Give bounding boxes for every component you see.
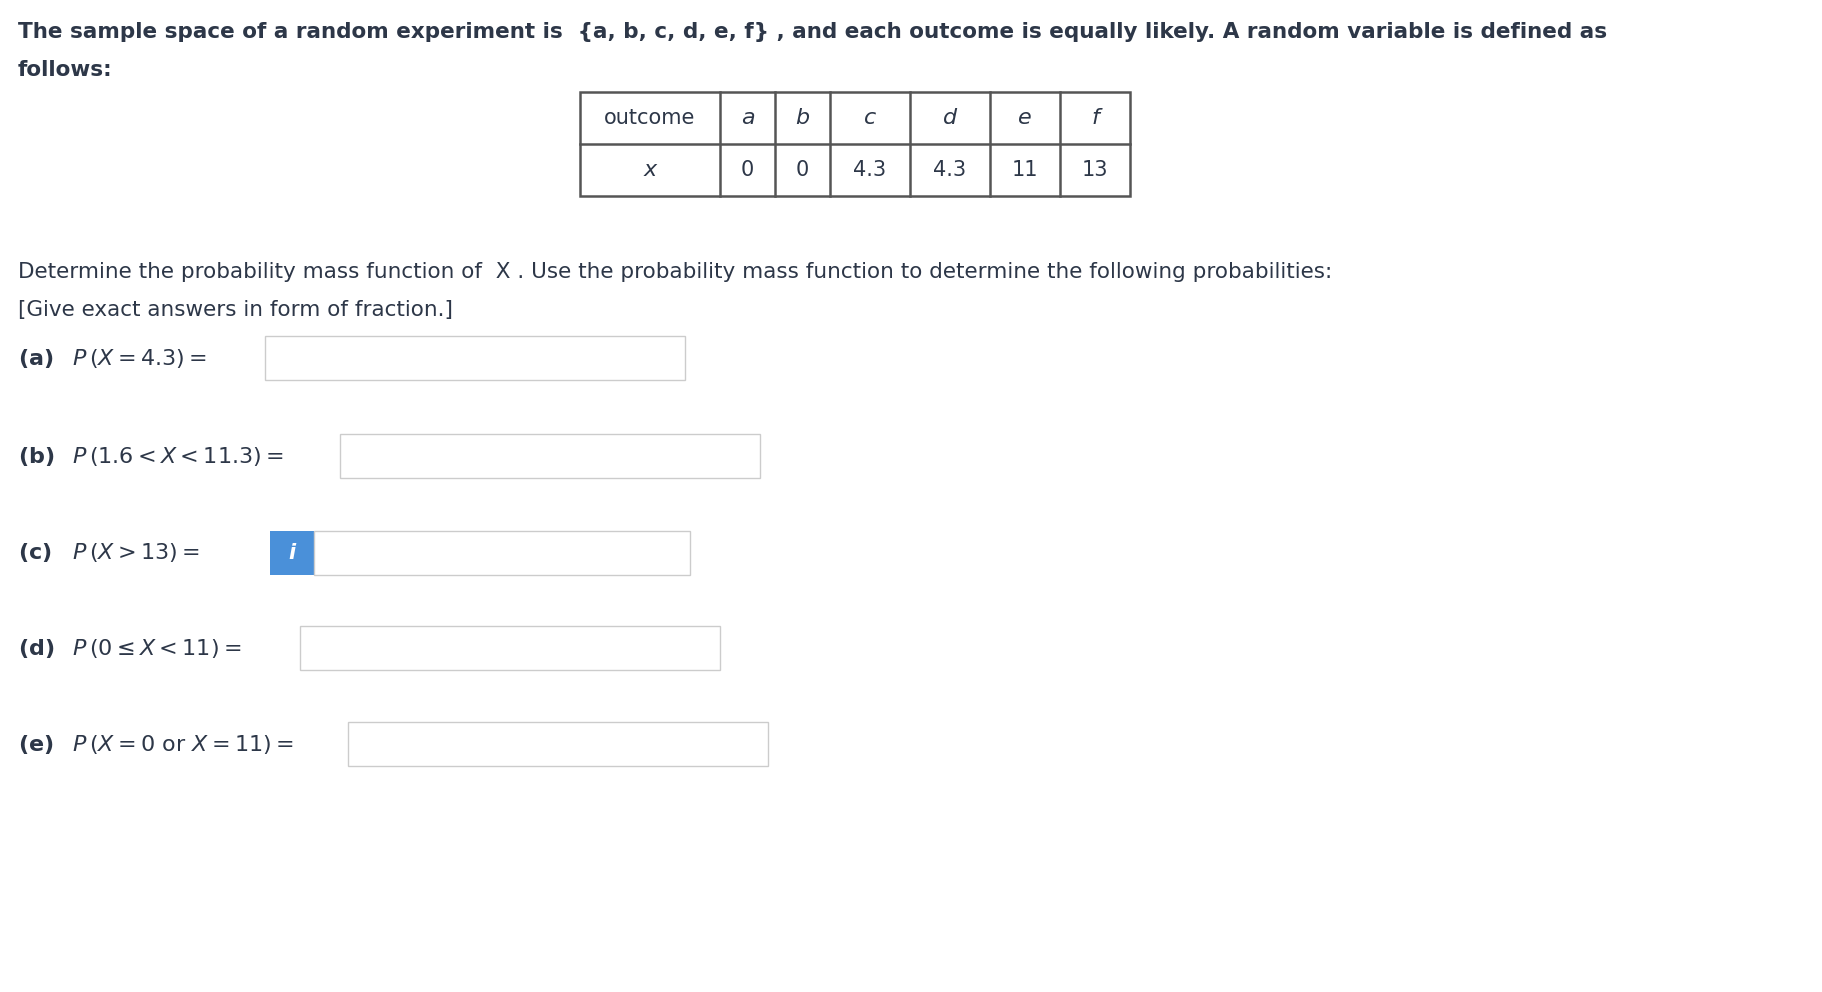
Text: Determine the probability mass function of  X . Use the probability mass functio: Determine the probability mass function … (18, 262, 1332, 282)
FancyBboxPatch shape (341, 434, 760, 478)
Text: b: b (796, 108, 809, 128)
Text: $\mathbf{(a)}$: $\mathbf{(a)}$ (18, 346, 53, 369)
Text: The sample space of a random experiment is  {a, b, c, d, e, f} , and each outcom: The sample space of a random experiment … (18, 22, 1607, 42)
Text: f: f (1091, 108, 1099, 128)
Text: 0: 0 (796, 160, 809, 180)
Text: e: e (1018, 108, 1031, 128)
Bar (579, 92, 1130, 196)
Text: $P\,(X = 4.3) =$: $P\,(X = 4.3) =$ (73, 346, 208, 369)
Text: x: x (643, 160, 656, 180)
Text: $P\,(0 \leq X < 11) =$: $P\,(0 \leq X < 11) =$ (73, 637, 241, 660)
Text: a: a (742, 108, 754, 128)
Text: $P\,(X = 0\ \mathrm{or}\ X = 11) =$: $P\,(X = 0\ \mathrm{or}\ X = 11) =$ (73, 732, 293, 756)
FancyBboxPatch shape (270, 531, 313, 575)
Text: $\mathbf{(e)}$: $\mathbf{(e)}$ (18, 732, 53, 756)
FancyBboxPatch shape (313, 531, 691, 575)
Text: i: i (288, 543, 295, 563)
FancyBboxPatch shape (264, 336, 685, 380)
FancyBboxPatch shape (348, 722, 769, 766)
Text: 11: 11 (1011, 160, 1039, 180)
Text: c: c (864, 108, 876, 128)
Text: d: d (944, 108, 957, 128)
Text: $\mathbf{(b)}$: $\mathbf{(b)}$ (18, 444, 55, 467)
Text: $P\,(X > 13) =$: $P\,(X > 13) =$ (73, 542, 200, 564)
FancyBboxPatch shape (301, 626, 720, 670)
Text: outcome: outcome (605, 108, 696, 128)
Text: $\mathbf{(d)}$: $\mathbf{(d)}$ (18, 637, 55, 660)
Text: 4.3: 4.3 (933, 160, 966, 180)
Text: $P\,(1.6 < X < 11.3) =$: $P\,(1.6 < X < 11.3) =$ (73, 444, 284, 467)
Text: $\mathbf{(c)}$: $\mathbf{(c)}$ (18, 542, 51, 564)
Text: 0: 0 (742, 160, 754, 180)
Text: follows:: follows: (18, 60, 113, 80)
Text: [Give exact answers in form of fraction.]: [Give exact answers in form of fraction.… (18, 300, 454, 320)
Text: 4.3: 4.3 (853, 160, 887, 180)
Text: 13: 13 (1082, 160, 1108, 180)
